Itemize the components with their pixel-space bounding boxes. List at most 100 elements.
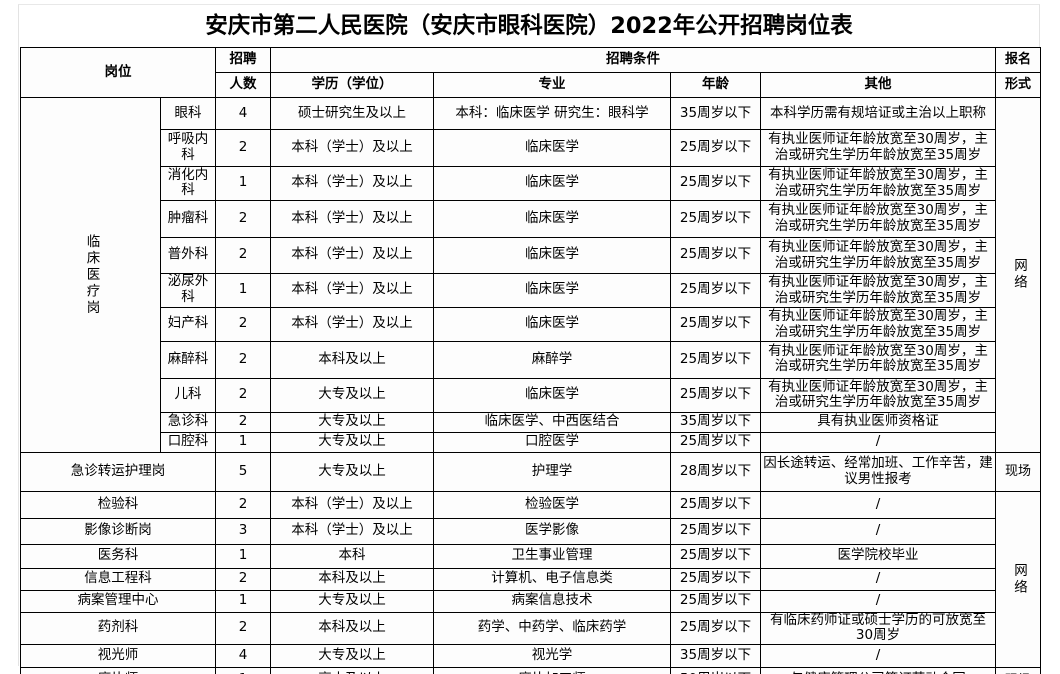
cell-other: 与健康管理公司签订劳动合同 [760, 667, 996, 674]
cell-other: 有执业医师证年龄放宽至30周岁，主治或研究生学历年龄放宽至35周岁 [760, 129, 996, 167]
cell-post: 普外科 [160, 236, 216, 274]
cell-apply-form: 现场 [995, 451, 1041, 492]
table-row: 信息工程科 2 本科及以上 计算机、电子信息类 25周岁以下 / [20, 567, 1041, 591]
cell-major: 临床医学 [433, 377, 671, 413]
cell-major: 视光学 [433, 644, 671, 669]
cell-age: 35周岁以下 [670, 97, 761, 130]
cell-education: 本科（学士）及以上 [270, 272, 434, 308]
cell-apply-form: 现场 [995, 667, 1041, 674]
cell-post: 医务科 [20, 543, 216, 569]
cell-count: 4 [215, 644, 271, 669]
cell-count: 3 [215, 517, 271, 545]
cell-education: 本科（学士）及以上 [270, 490, 434, 519]
group-label-clinical: 临床医疗岗 [20, 97, 161, 453]
cell-major: 临床医学 [433, 166, 671, 201]
table-row: 急诊科 2 大专及以上 临床医学、中西医结合 35周岁以下 具有执业医师资格证 [21, 411, 1041, 433]
cell-education: 大专及以上 [270, 589, 434, 613]
table-row: 口腔科 1 大专及以上 口腔医学 25周岁以下 / [21, 431, 1041, 453]
th-age: 年龄 [670, 72, 761, 98]
cell-age: 25周岁以下 [670, 490, 761, 519]
table-row: 检验科 2 本科（学士）及以上 检验医学 25周岁以下 / 网络 [20, 490, 1041, 669]
table-row: 妇产科 2 本科（学士）及以上 临床医学 25周岁以下 有执业医师证年龄放宽至3… [21, 306, 1041, 342]
th-count-line2: 人数 [215, 72, 271, 98]
cell-other: 有执业医师证年龄放宽至30周岁，主治或研究生学历年龄放宽至35周岁 [760, 340, 996, 379]
cell-education: 大专及以上 [270, 644, 434, 669]
cell-other: 有执业医师证年龄放宽至30周岁，主治或研究生学历年龄放宽至35周岁 [760, 199, 996, 238]
cell-post: 影像诊断岗 [20, 517, 216, 545]
cell-post: 病案管理中心 [20, 589, 216, 613]
th-apply-line1: 报名 [995, 47, 1041, 73]
cell-other: / [760, 490, 996, 519]
cell-education: 本科（学士）及以上 [270, 236, 434, 274]
cell-other: 有执业医师证年龄放宽至30周岁，主治或研究生学历年龄放宽至35周岁 [760, 377, 996, 413]
cell-age: 50周岁以下 [670, 667, 761, 674]
page-title: 安庆市第二人民医院（安庆市眼科医院）2022年公开招聘岗位表 [205, 13, 853, 39]
table-row: 麻醉科 2 本科及以上 麻醉学 25周岁以下 有执业医师证年龄放宽至30周岁，主… [21, 340, 1041, 379]
cell-age: 35周岁以下 [670, 411, 761, 433]
cell-age: 25周岁以下 [670, 199, 761, 238]
cell-major: 检验医学 [433, 490, 671, 519]
cell-count: 1 [215, 166, 271, 201]
cell-major: 临床医学 [433, 129, 671, 167]
cell-count: 2 [215, 340, 271, 379]
cell-count: 1 [215, 589, 271, 613]
cell-age: 25周岁以下 [670, 272, 761, 308]
cell-age: 25周岁以下 [670, 306, 761, 342]
table-row: 急诊转运护理岗 5 大专及以上 护理学 28周岁以下 因长途转运、经常加班、工作… [20, 451, 1041, 492]
recruitment-table: 岗位 招聘 招聘条件 报名 人数 学历（学位） 专业 年龄 其他 形式 临床医疗… [20, 47, 1041, 674]
cell-education: 硕士研究生及以上 [270, 97, 434, 130]
cell-other: 本科学历需有规培证或主治以上职称 [760, 97, 996, 130]
cell-major: 口腔医学 [433, 431, 671, 453]
cell-major: 临床医学 [433, 199, 671, 238]
table-row: 磨片师 1 高中及以上 磨片加工师 50周岁以下 与健康管理公司签订劳动合同 现… [20, 667, 1041, 674]
cell-age: 25周岁以下 [670, 166, 761, 201]
cell-count: 1 [215, 543, 271, 569]
cell-other: 因长途转运、经常加班、工作辛苦，建议男性报考 [760, 451, 996, 492]
cell-major: 临床医学 [433, 306, 671, 342]
table-row: 儿科 2 大专及以上 临床医学 25周岁以下 有执业医师证年龄放宽至30周岁，主… [21, 377, 1041, 413]
table-row: 消化内科 1 本科（学士）及以上 临床医学 25周岁以下 有执业医师证年龄放宽至… [21, 166, 1041, 201]
cell-post: 信息工程科 [20, 567, 216, 591]
cell-apply-form: 网络 [995, 97, 1041, 453]
cell-post: 检验科 [20, 490, 216, 519]
cell-post: 肿瘤科 [160, 199, 216, 238]
cell-major: 临床医学 [433, 272, 671, 308]
cell-major: 麻醉学 [433, 340, 671, 379]
table-row: 视光师 4 大专及以上 视光学 35周岁以下 / [20, 644, 1041, 669]
cell-age: 25周岁以下 [670, 589, 761, 613]
cell-major: 本科：临床医学 研究生：眼科学 [433, 97, 671, 130]
table-row: 普外科 2 本科（学士）及以上 临床医学 25周岁以下 有执业医师证年龄放宽至3… [21, 236, 1041, 274]
cell-education: 本科（学士）及以上 [270, 306, 434, 342]
cell-post: 泌尿外科 [160, 272, 216, 308]
cell-age: 28周岁以下 [670, 451, 761, 492]
cell-major: 磨片加工师 [433, 667, 671, 674]
cell-other: / [760, 644, 996, 669]
cell-major: 医学影像 [433, 517, 671, 545]
cell-post: 急诊科 [160, 411, 216, 433]
cell-education: 大专及以上 [270, 377, 434, 413]
table-header-row-2: 人数 学历（学位） 专业 年龄 其他 形式 [21, 72, 1041, 98]
cell-other: / [760, 567, 996, 591]
cell-count: 2 [215, 490, 271, 519]
th-other: 其他 [760, 72, 996, 98]
cell-count: 2 [215, 129, 271, 167]
cell-post: 儿科 [160, 377, 216, 413]
cell-count: 1 [215, 431, 271, 453]
cell-age: 25周岁以下 [670, 377, 761, 413]
cell-education: 本科及以上 [270, 340, 434, 379]
cell-post: 口腔科 [160, 431, 216, 453]
th-post: 岗位 [20, 47, 216, 98]
cell-age: 25周岁以下 [670, 567, 761, 591]
th-conditions: 招聘条件 [270, 47, 996, 73]
cell-education: 本科（学士）及以上 [270, 166, 434, 201]
cell-apply-form: 网络 [995, 490, 1041, 669]
cell-age: 25周岁以下 [670, 517, 761, 545]
cell-education: 本科（学士）及以上 [270, 517, 434, 545]
cell-post: 麻醉科 [160, 340, 216, 379]
cell-post: 呼吸内科 [160, 129, 216, 167]
cell-major: 药学、中药学、临床药学 [433, 611, 671, 646]
table-header-row-1: 岗位 招聘 招聘条件 报名 [20, 47, 1041, 98]
cell-age: 25周岁以下 [670, 431, 761, 453]
cell-count: 2 [215, 411, 271, 433]
